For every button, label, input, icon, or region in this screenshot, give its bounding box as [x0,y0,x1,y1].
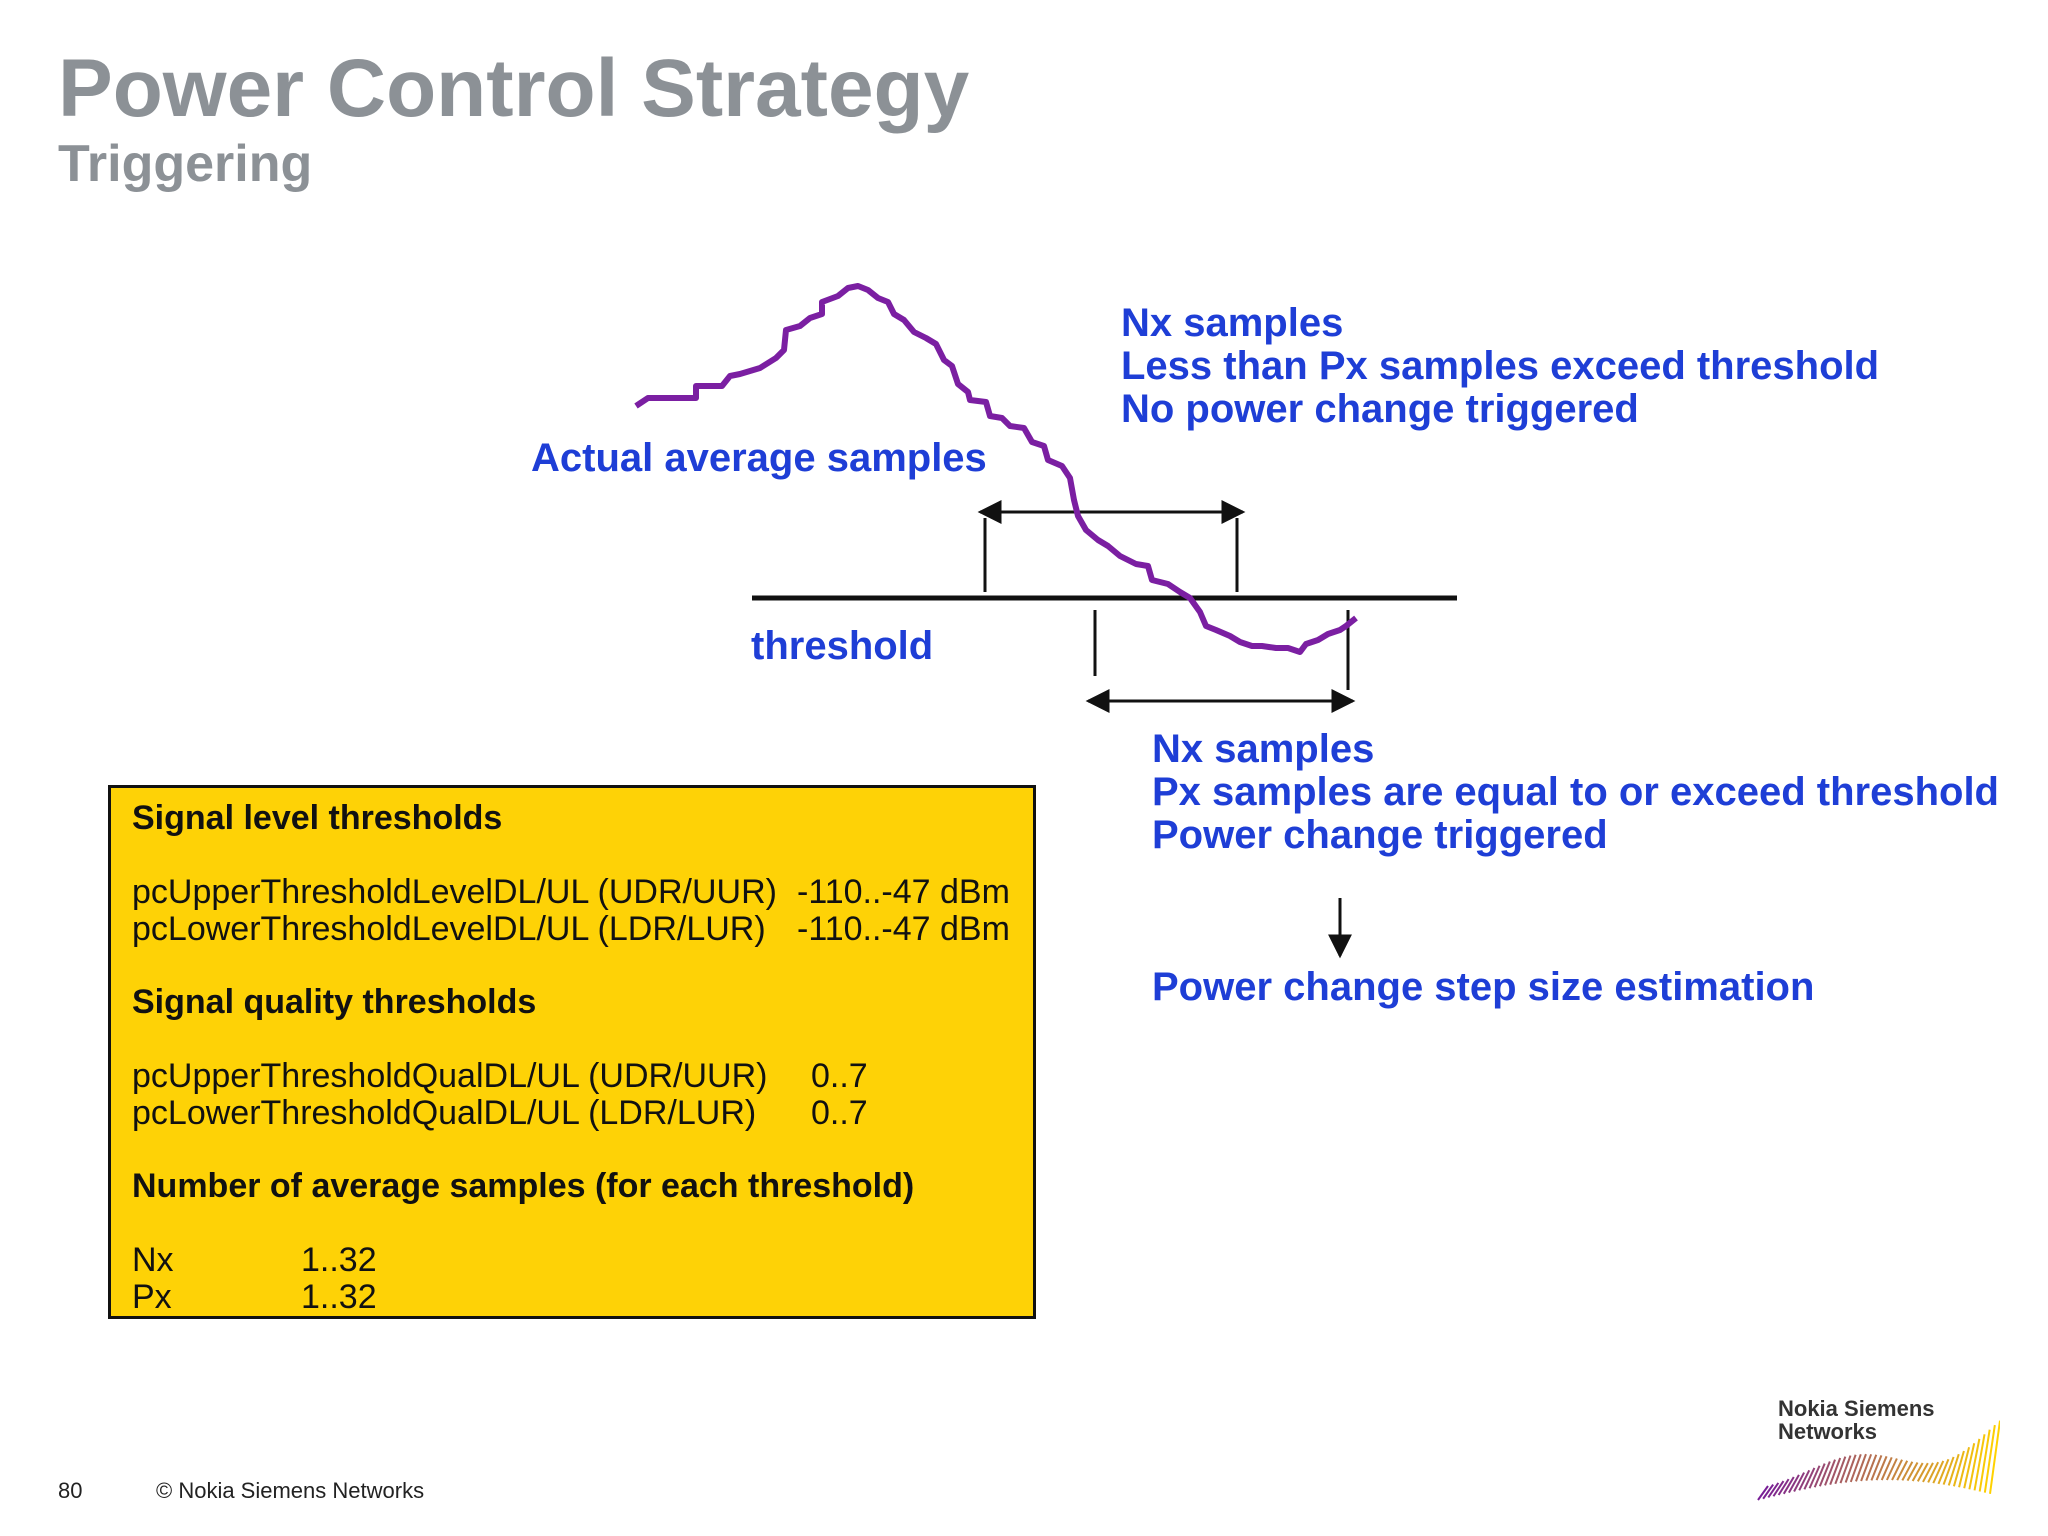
param-name: pcUpperThresholdQualDL/UL (UDR/UUR) [132,1057,768,1095]
logo-wave-stroke [1808,1465,1821,1489]
logo-wave-stroke [1875,1455,1888,1481]
logo-wave-stroke [1911,1462,1924,1482]
logo-wave-stroke [1813,1463,1826,1488]
logo-wave-stroke [1983,1424,1996,1493]
logo-wave-stroke [1989,1420,2000,1494]
logo-wave-stroke [1772,1480,1785,1497]
logo-wave-stroke [1942,1456,1955,1485]
param-name: Nx [132,1241,174,1279]
logo-wave-stroke [1767,1482,1780,1499]
logo-wave-stroke [1844,1454,1857,1483]
upper-note-line: Nx samples [1121,301,1344,345]
logo-wave-stroke [1880,1456,1893,1481]
param-name: Px [132,1278,172,1316]
logo-line: Nokia Siemens [1778,1396,1935,1421]
lower-note-line: Nx samples [1152,727,1375,771]
page-number: 80 [58,1478,83,1503]
param-name: pcLowerThresholdLevelDL/UL (LDR/LUR) [132,910,766,948]
logo-wave-stroke [1824,1459,1836,1486]
logo-wave-stroke [1922,1462,1934,1483]
logo-wave-stroke [1891,1459,1903,1481]
logo-wave-stroke [1839,1455,1852,1484]
logo-wave-stroke [1782,1476,1795,1495]
logo-wave-stroke [1901,1461,1914,1481]
param-name: pcUpperThresholdLevelDL/UL (UDR/UUR) [132,873,777,911]
level-heading: Signal level thresholds [132,799,503,837]
logo-wave-stroke [1906,1462,1919,1482]
param-range: 1..32 [301,1278,377,1316]
logo-wave-stroke [1829,1457,1842,1485]
logo-wave-stroke [1927,1461,1940,1483]
slide-title: Power Control Strategy [58,43,970,134]
logo-wave-stroke [1803,1467,1816,1490]
logo-wave-stroke [1958,1447,1971,1488]
curve-label: Actual average samples [531,436,987,480]
logo-wave-stroke [1978,1429,1991,1492]
param-range: -110..-47 dBm [797,873,1010,911]
param-range: 1..32 [301,1241,377,1279]
lower-note-line: Power change triggered [1152,813,1608,857]
logo-wave-stroke [1896,1460,1909,1481]
param-range: -110..-47 dBm [797,910,1010,948]
logo-wave-stroke [1757,1485,1769,1501]
threshold-label: threshold [751,624,934,668]
upper-note-line: No power change triggered [1121,387,1639,431]
logo-wave-stroke [1973,1434,1986,1491]
company-logo: Nokia Siemens Networks [1778,1397,1935,1443]
logo-wave-stroke [1793,1472,1805,1492]
logo-wave-stroke [1849,1453,1862,1483]
upper-note-line: Less than Px samples exceed threshold [1121,344,1880,388]
result-label: Power change step size estimation [1152,965,1815,1009]
logo-wave-stroke [1947,1453,1960,1486]
logo-wave-stroke [1968,1438,1981,1490]
logo-wave-stroke [1952,1450,1965,1487]
logo-wave-stroke [1777,1478,1790,1496]
nokia-siemens-logo-wave [1757,1420,2000,1501]
upper-window-note: Nx samples Less than Px samples exceed t… [1121,302,1879,431]
logo-wave-stroke [1870,1455,1883,1481]
parameter-box: Signal level thresholds pcUpperThreshold… [108,785,1036,1319]
logo-wave-stroke [1916,1462,1929,1482]
average-samples-curve [634,283,1358,655]
logo-wave-stroke [1937,1458,1950,1485]
lower-note-line: Px samples are equal to or exceed thresh… [1152,770,1999,814]
logo-wave-stroke [1788,1474,1800,1494]
param-range: 0..7 [811,1094,868,1132]
logo-wave-stroke [1860,1453,1873,1482]
samples-heading: Number of average samples (for each thre… [132,1167,915,1205]
logo-wave-stroke [1885,1458,1898,1481]
logo-wave-stroke [1798,1469,1811,1491]
lower-window-note: Nx samples Px samples are equal to or ex… [1152,728,1999,857]
logo-wave-stroke [1932,1460,1945,1484]
logo-wave-stroke [1834,1456,1847,1485]
quality-heading: Signal quality thresholds [132,983,537,1021]
slide-subtitle: Triggering [58,135,313,193]
logo-wave-stroke [1865,1454,1878,1481]
param-name: pcLowerThresholdQualDL/UL (LDR/LUR) [132,1094,757,1132]
logo-wave-stroke [1855,1453,1867,1482]
logo-wave-stroke [1762,1483,1774,1500]
logo-line: Networks [1778,1419,1878,1444]
param-range: 0..7 [811,1057,868,1095]
logo-wave-stroke [1963,1443,1976,1489]
copyright: © Nokia Siemens Networks [156,1478,425,1503]
logo-wave-stroke [1818,1461,1831,1487]
